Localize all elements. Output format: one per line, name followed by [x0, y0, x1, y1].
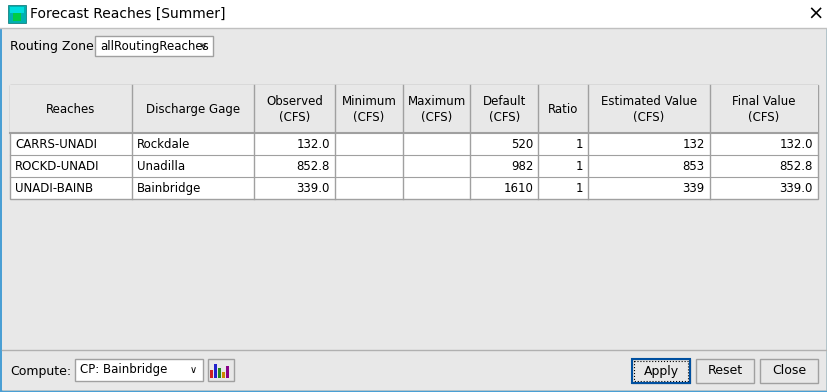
Text: Bainbridge: Bainbridge [136, 181, 201, 194]
Bar [696, 359, 753, 383]
Bar [633, 361, 687, 381]
Text: ROCKD-UNADI: ROCKD-UNADI [15, 160, 99, 172]
Text: 1: 1 [575, 138, 582, 151]
Text: Unadilla: Unadilla [136, 160, 184, 172]
Bar [213, 364, 217, 378]
Text: 132.0: 132.0 [296, 138, 330, 151]
Bar [13, 13, 21, 21]
Text: Close: Close [771, 365, 805, 377]
Text: ∨: ∨ [189, 365, 196, 375]
Text: 982: 982 [510, 160, 533, 172]
Text: CP: Bainbridge: CP: Bainbridge [80, 363, 167, 376]
Text: Rockdale: Rockdale [136, 138, 190, 151]
Bar [8, 5, 26, 23]
Bar [759, 359, 817, 383]
Text: CARRS-UNADI: CARRS-UNADI [15, 138, 97, 151]
Bar [226, 366, 229, 378]
Text: 520: 520 [510, 138, 533, 151]
Bar [10, 85, 817, 133]
Text: Observed
(CFS): Observed (CFS) [265, 94, 323, 123]
Bar [95, 36, 213, 56]
Text: Reaches: Reaches [46, 102, 95, 116]
Text: Reset: Reset [706, 365, 742, 377]
Text: 132.0: 132.0 [778, 138, 812, 151]
Bar [218, 368, 221, 378]
Bar [75, 359, 203, 381]
Text: Default
(CFS): Default (CFS) [482, 94, 525, 123]
Text: Forecast Reaches [Summer]: Forecast Reaches [Summer] [30, 7, 225, 21]
Bar [2, 350, 825, 390]
Bar [10, 85, 817, 199]
Text: 339: 339 [681, 181, 704, 194]
Text: 339.0: 339.0 [779, 181, 812, 194]
Text: Apply: Apply [643, 365, 678, 377]
Bar [208, 359, 234, 381]
Bar [10, 7, 24, 13]
Bar [0, 0, 827, 28]
Text: Discharge Gage: Discharge Gage [146, 102, 240, 116]
Text: ∨: ∨ [199, 41, 206, 51]
Text: 1: 1 [575, 160, 582, 172]
Text: Ratio: Ratio [547, 102, 577, 116]
Bar [210, 370, 213, 378]
Text: ×: × [807, 4, 823, 24]
Text: 1: 1 [575, 181, 582, 194]
Bar [222, 372, 225, 378]
Text: UNADI-BAINB: UNADI-BAINB [15, 181, 93, 194]
Text: 1610: 1610 [503, 181, 533, 194]
Bar [631, 359, 689, 383]
Text: 852.8: 852.8 [296, 160, 330, 172]
Text: 852.8: 852.8 [779, 160, 812, 172]
Text: Compute:: Compute: [10, 365, 71, 377]
Text: Routing Zone:: Routing Zone: [10, 40, 98, 53]
Text: 132: 132 [681, 138, 704, 151]
Text: Maximum
(CFS): Maximum (CFS) [407, 94, 465, 123]
Bar [631, 359, 689, 383]
Text: Minimum
(CFS): Minimum (CFS) [341, 94, 396, 123]
Text: Final Value
(CFS): Final Value (CFS) [731, 94, 795, 123]
Text: Estimated Value
(CFS): Estimated Value (CFS) [600, 94, 696, 123]
Text: allRoutingReaches: allRoutingReaches [100, 40, 208, 53]
Text: 853: 853 [681, 160, 704, 172]
Text: 339.0: 339.0 [296, 181, 330, 194]
